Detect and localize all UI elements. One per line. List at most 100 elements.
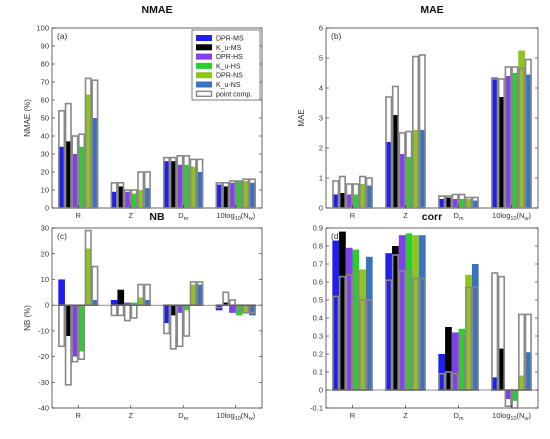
bar-ku-ns [249,182,256,208]
y-tick-label: 70 [41,78,49,87]
point-comp-bar [196,158,204,209]
bar-ku-ms [445,327,452,390]
y-tick-label: 10 [41,186,49,195]
point-comp-bar [451,193,459,209]
bar-ku-ns [91,300,99,306]
bar-ku-hs [405,233,413,390]
y-tick-label: 0.2 [313,350,323,359]
point-comp-bar [418,54,426,209]
point-comp-bar [385,96,393,209]
bar-dpr-ns [412,130,419,208]
point-comp-bar [359,175,367,209]
y-tick-label: 30 [41,224,49,233]
bar-dpr-hs [71,154,79,208]
point-comp-bar [524,58,532,209]
bar-ku-ns [144,300,151,306]
bar-ku-hs [511,390,519,401]
y-tick-label: 50 [41,114,49,123]
point-comp-bar [123,189,131,209]
legend-entry: DPR-HS [216,54,243,61]
bar-ku-hs [78,305,85,352]
x-tick-label: Z [128,211,133,220]
bar-dpr-ms [491,377,499,390]
bar-ku-hs [352,249,360,390]
point-comp-bar [365,177,373,209]
y-tick-label: -10 [38,326,49,335]
bar-dpr-hs [451,332,459,390]
bar-ku-ns [196,284,204,306]
y-tick-label: 3 [319,114,323,123]
panel-c: NB -40 -30 -20 -10 0 10 20 30 NB (%) (c) R Z Dm 10log1… [23,211,263,422]
bar-dpr-hs [398,235,406,390]
bar-dpr-ns [465,199,472,208]
bar-dpr-ms [332,194,340,208]
bar-ku-hs [458,328,466,390]
x-tick-label: Dm [178,411,188,422]
y-tick-label: 0.7 [313,260,323,269]
y-tick-label: 0.6 [313,278,323,287]
bar-ku-ns [365,256,373,390]
y-tick-label: 40 [41,132,49,141]
panel-label: (b) [331,31,342,41]
y-tick-label: 0.8 [313,242,323,251]
y-axis-label: NMAE (%) [23,99,32,137]
y-tick-label: -40 [38,404,49,413]
point-comp-bar [183,155,191,209]
point-comp-bar [405,130,413,209]
bar-ku-ns [471,200,479,208]
bar-dpr-hs [398,154,406,208]
bar-dpr-ms [438,199,446,208]
bar-dpr-hs [124,302,131,306]
legend-entry: K_u-HS [216,63,241,70]
bar-ku-ms [222,186,230,208]
bar-ku-hs [130,193,138,208]
y-tick-label: 0 [45,204,49,213]
bar-dpr-hs [176,305,184,313]
panel-d: corr -0.1 0 0.1 0.2 0.3 0.4 0.5 0.6 0.7 0.8 0.9 (d) R… [310,211,539,422]
bar-ku-ns [418,130,426,208]
bar-dpr-ns [518,375,525,390]
point-comp-bar [242,178,250,209]
y-tick-label: 1 [319,174,323,183]
y-tick-label: 0.1 [313,368,323,377]
point-comp-bar [64,102,72,209]
bar-dpr-ns [359,184,366,208]
bar-ku-ns [418,235,426,390]
x-tick-label: 10log10(Nw) [216,211,255,222]
y-tick-label: 0.9 [313,224,323,233]
bar-dpr-ns [84,94,92,208]
bar-dpr-ns [242,181,250,208]
point-comp-bar [465,196,473,209]
x-tick-label: 10log10(Nw) [492,211,531,222]
legend-swatch [196,81,212,88]
point-comp-bar [222,182,230,209]
bar-ku-ms [117,289,125,306]
y-tick-label: 0 [319,204,323,213]
bar-ku-ns [249,305,256,316]
y-tick-label: 30 [41,150,49,159]
bar-ku-ms [169,161,177,208]
bar-dpr-ms [163,305,170,324]
bar-dpr-hs [504,76,512,208]
bar-ku-ns [144,188,151,208]
y-axis-label: NB (%) [23,305,32,331]
x-tick-label: R [350,411,356,420]
bar-dpr-ns [189,166,197,208]
y-tick-label: 0 [319,386,323,395]
bar-dpr-ms [58,279,65,306]
y-tick-label: 0 [45,301,49,310]
panel-title: corr [422,211,442,223]
bar-dpr-ms [438,354,446,390]
bar-ku-ms [117,186,125,208]
y-tick-label: 0.4 [313,314,323,323]
x-tick-label: R [76,411,82,420]
point-comp-bar [228,180,236,209]
point-comp-bar [163,156,171,209]
bar-ku-ms [169,305,177,316]
bar-dpr-ns [518,50,525,208]
point-comp-bar [518,67,526,209]
y-tick-label: -30 [38,378,49,387]
point-comp-bar [444,195,452,209]
bar-ku-hs [352,194,360,208]
